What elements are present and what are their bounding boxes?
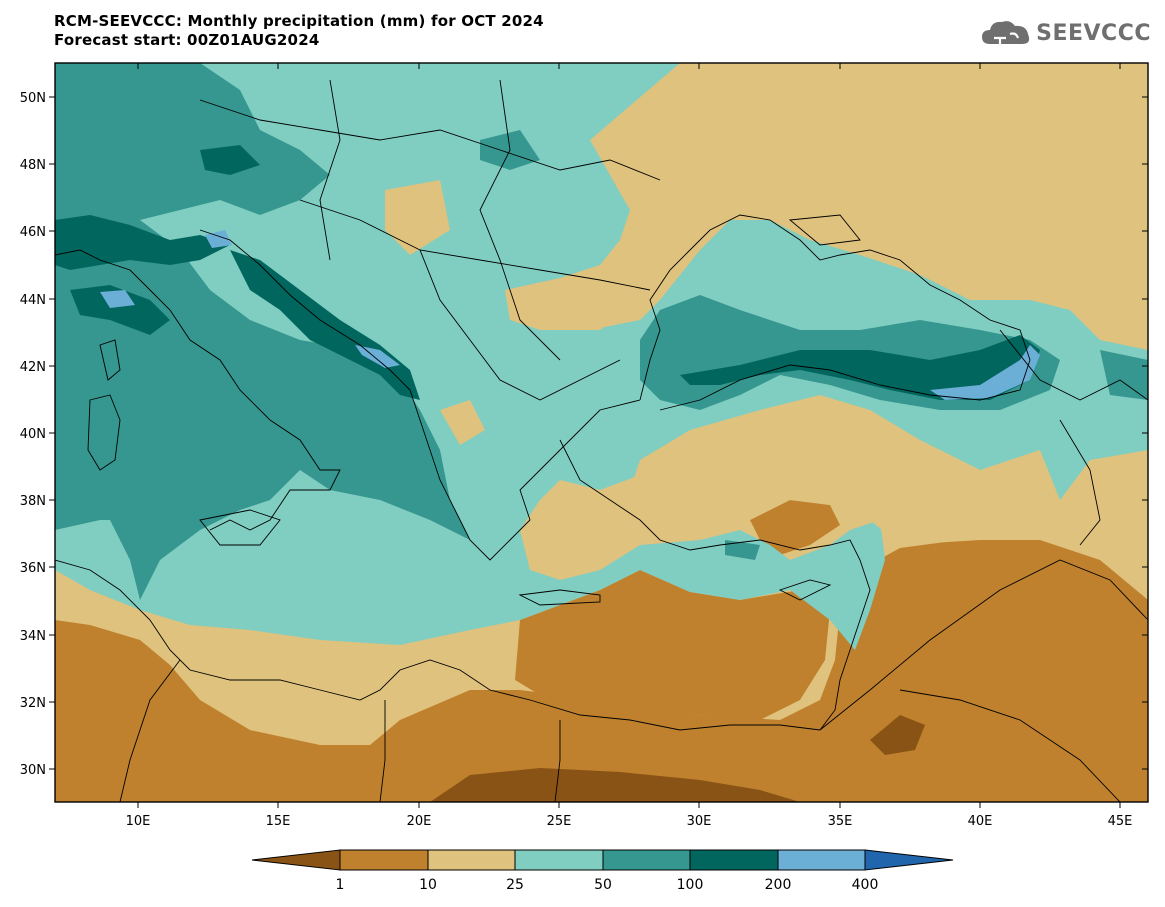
lon-label: 25E [547, 814, 572, 829]
lat-label: 50N [20, 91, 46, 106]
field-1-10-east-med [515, 570, 830, 720]
colorbar-label: 400 [852, 877, 879, 893]
field-1-10-turkey [750, 500, 840, 555]
border-east [819, 559, 1148, 731]
colorbar-arrow-low [251, 849, 341, 871]
coast-adriatic-east [199, 229, 641, 561]
lon-label: 15E [266, 814, 291, 829]
lon-label: 20E [407, 814, 432, 829]
colorbar-segment [339, 849, 429, 871]
border-turkey-east [1059, 419, 1101, 546]
field-50-100-italy [100, 360, 300, 600]
lat-label: 44N [20, 293, 46, 308]
precipitation-field [55, 63, 1148, 802]
colorbar-label: 50 [594, 877, 612, 893]
field-10-25-hungary [385, 180, 450, 255]
colorbar-segment [777, 849, 866, 871]
field-lt1-south [430, 768, 800, 802]
coast-anatolia-south [559, 439, 871, 731]
coastlines [55, 79, 1148, 802]
lat-label: 36N [20, 561, 46, 576]
logo-text: SEEVCCC [1036, 20, 1151, 46]
field-lt1-jordan [870, 715, 925, 755]
border-inland-3 [554, 720, 561, 802]
lat-label: 48N [20, 158, 46, 173]
colorbar-label: 100 [677, 877, 704, 893]
border-europe-4 [319, 79, 341, 261]
field-100-200-blacksea [680, 335, 1040, 400]
map-title: RCM-SEEVCCC: Monthly precipitation (mm) … [54, 12, 544, 50]
axis-ticks: 50N 48N 46N 44N 42N 40N 38N 36N 34N 32N 30N 10E 15E 2… [20, 63, 1148, 829]
colorbar-segment [514, 849, 604, 871]
border-inland-1 [119, 659, 181, 802]
lon-label: 35E [828, 814, 853, 829]
lon-label: 40E [968, 814, 993, 829]
colorbar-arrow-high [864, 849, 954, 871]
field-10-25-greece [440, 400, 485, 445]
colorbar-segment [427, 849, 516, 871]
field-100-200-tyrrhenian [70, 285, 170, 335]
border-inland-4 [899, 689, 1121, 802]
cloud-icon [982, 21, 1030, 44]
coast-sicily [199, 509, 281, 546]
colorbar: 1 10 25 50 100 200 400 [251, 849, 954, 893]
border-europe-5 [479, 79, 561, 361]
colorbar-label: 1 [336, 877, 345, 893]
border-caucasus [999, 329, 1148, 401]
lat-label: 32N [20, 696, 46, 711]
coast-corsica [99, 339, 121, 381]
colorbar-label: 10 [419, 877, 437, 893]
coast-crete [518, 589, 601, 606]
coast-europe-north [55, 249, 341, 531]
border-inland-2 [379, 700, 386, 802]
border-europe-2 [299, 199, 651, 291]
lon-label: 30E [687, 814, 712, 829]
lat-label: 30N [20, 763, 46, 778]
border-europe-3 [419, 249, 621, 401]
field-200-400-istria [205, 230, 232, 248]
colorbar-label: 25 [506, 877, 524, 893]
coast-blacksea [639, 214, 1031, 411]
field-200-400-georgia [930, 345, 1040, 400]
field-100-200-alps [55, 215, 230, 270]
field-100-200-adriatic [230, 250, 420, 400]
lat-label: 42N [20, 360, 46, 375]
title-line-1: RCM-SEEVCCC: Monthly precipitation (mm) … [54, 12, 544, 30]
seevccc-logo: SEEVCCC [980, 18, 1151, 48]
field-10-25-ukraine [590, 63, 1148, 300]
lon-label: 10E [126, 814, 151, 829]
coast-azov [788, 214, 861, 246]
field-200-400-ligurian [100, 290, 135, 308]
field-10-25-anatolia [630, 395, 1060, 545]
colorbar-segment [689, 849, 779, 871]
lat-label: 34N [20, 629, 46, 644]
field-10-25-balkans [505, 278, 640, 330]
colorbar-segment [602, 849, 691, 871]
field-100-200-bavaria [200, 145, 260, 175]
colorbar-label: 200 [765, 877, 792, 893]
border-europe-1 [199, 99, 661, 181]
coast-sardinia [87, 394, 121, 471]
lat-label: 38N [20, 494, 46, 509]
lon-label: 45E [1108, 814, 1133, 829]
lat-label: 40N [20, 427, 46, 442]
coast-cyprus [778, 579, 832, 601]
field-50-100-antalya [725, 540, 760, 560]
coast-africa [55, 559, 821, 731]
field-50-100-caucasus [1100, 350, 1148, 400]
title-line-2: Forecast start: 00Z01AUG2024 [54, 31, 320, 49]
lat-label: 46N [20, 225, 46, 240]
